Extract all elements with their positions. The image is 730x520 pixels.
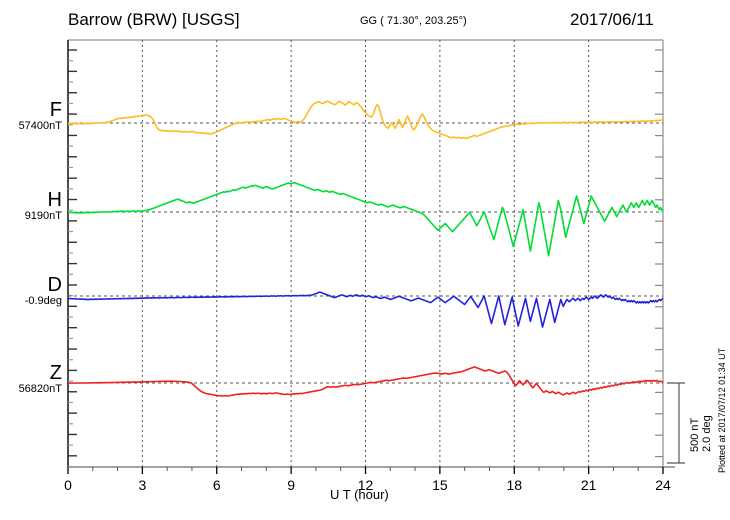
svg-text:0: 0: [64, 477, 72, 493]
component-value-f: 57400nT: [18, 120, 62, 132]
svg-text:15: 15: [432, 477, 448, 493]
trace-z: [68, 366, 663, 397]
scale-deg: 2.0 deg: [701, 415, 713, 452]
component-value-h: 9190nT: [24, 210, 62, 222]
trace-d: [68, 291, 663, 328]
component-letter-f: F: [49, 99, 62, 121]
plot-frame: [67, 39, 675, 468]
svg-text:18: 18: [506, 477, 522, 493]
scale-bar: [667, 382, 685, 464]
x-axis-tick-labels: 0 3 6 9 12 15 18 21 24: [64, 477, 671, 493]
page-title: Barrow (BRW) [USGS]: [68, 10, 240, 29]
component-letter-d: D: [47, 274, 62, 296]
svg-text:12: 12: [358, 477, 374, 493]
trace-f: [68, 100, 663, 140]
y-axis-ticks: [68, 49, 77, 468]
right-axis-ticks: [655, 49, 663, 458]
x-axis-title: U T (hour): [330, 487, 389, 502]
x-gridlines: [67, 40, 664, 474]
component-label-h: H 9190nT: [0, 190, 62, 223]
component-letter-h: H: [47, 189, 62, 211]
trace-h: [68, 181, 663, 257]
scale-nt: 500 nT: [689, 417, 701, 452]
component-value-d: -0.9deg: [24, 295, 62, 307]
component-letter-z: Z: [49, 362, 62, 384]
svg-text:3: 3: [138, 477, 146, 493]
component-label-z: Z 56820nT: [0, 363, 62, 396]
geographic-coordinates: GG ( 71.30°, 203.25°): [360, 15, 467, 27]
svg-text:9: 9: [287, 477, 295, 493]
svg-text:24: 24: [655, 477, 671, 493]
plotted-timestamp: Plotted at 2017/07/12 01:34 UT: [717, 347, 727, 473]
plot-date: 2017/06/11: [570, 10, 654, 29]
component-label-f: F 57400nT: [0, 100, 62, 133]
svg-text:21: 21: [581, 477, 597, 493]
scale-bar-caption: 500 nT 2.0 deg: [689, 415, 713, 452]
svg-text:6: 6: [213, 477, 221, 493]
component-label-d: D -0.9deg: [0, 275, 62, 308]
component-value-z: 56820nT: [18, 383, 62, 395]
